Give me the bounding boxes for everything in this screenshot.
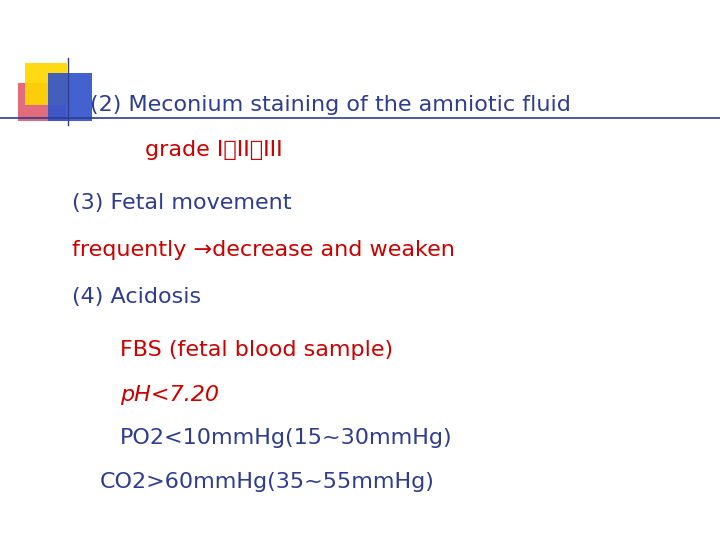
Bar [18, 83, 66, 121]
Text: frequently →decrease and weaken: frequently →decrease and weaken [72, 240, 455, 260]
Text: CO2>60mmHg(35~55mmHg): CO2>60mmHg(35~55mmHg) [100, 472, 435, 492]
Text: (4) Acidosis: (4) Acidosis [72, 287, 201, 307]
Bar [25, 63, 67, 105]
Bar [48, 73, 92, 121]
Text: grade I、II、III: grade I、II、III [145, 140, 283, 160]
Text: pH<7.20: pH<7.20 [120, 385, 219, 405]
Text: FBS (fetal blood sample): FBS (fetal blood sample) [120, 340, 393, 360]
Text: (3) Fetal movement: (3) Fetal movement [72, 193, 292, 213]
Text: (2) Meconium staining of the amniotic fluid: (2) Meconium staining of the amniotic fl… [90, 95, 571, 115]
Text: PO2<10mmHg(15~30mmHg): PO2<10mmHg(15~30mmHg) [120, 428, 453, 448]
